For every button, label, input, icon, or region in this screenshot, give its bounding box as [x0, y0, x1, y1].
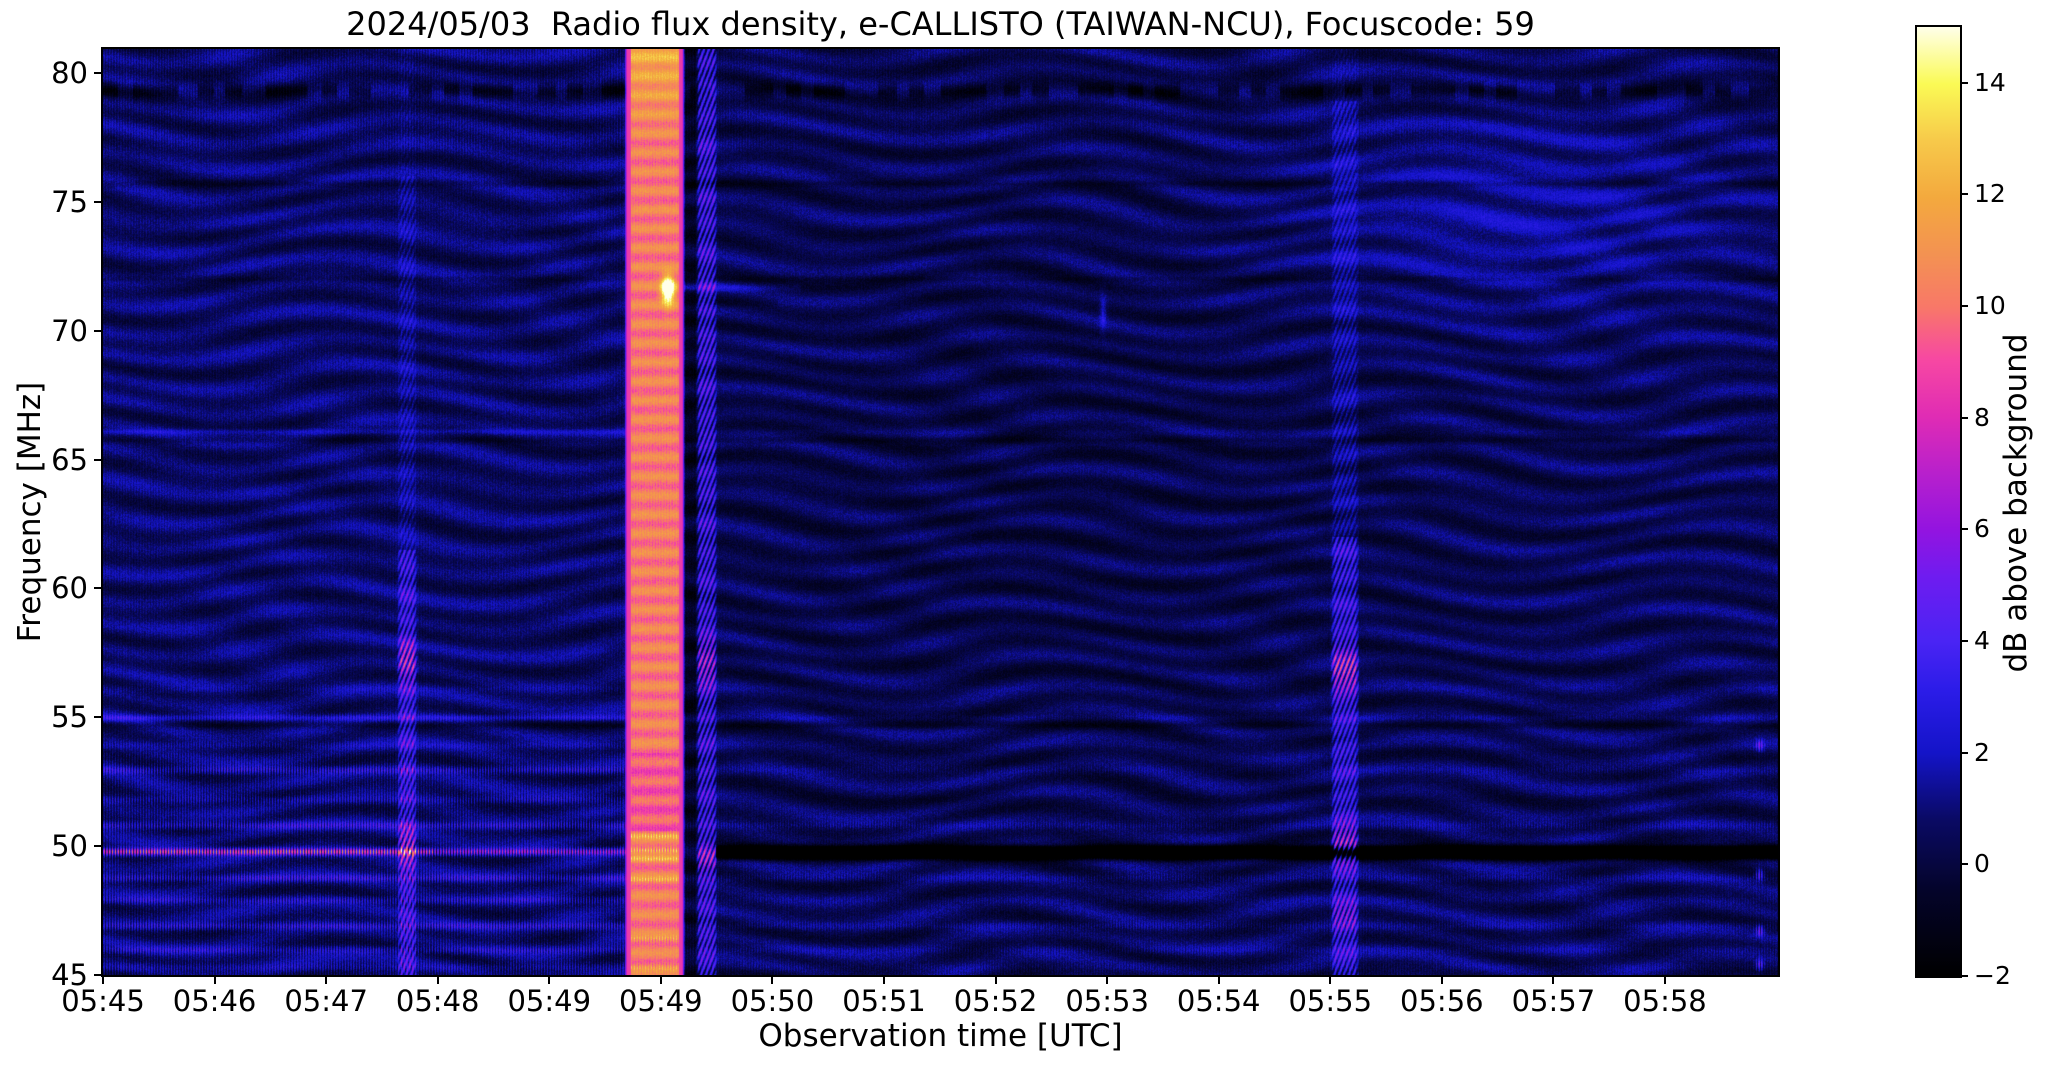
y-tick-label: 55: [51, 700, 88, 735]
y-tick-label: 50: [51, 829, 88, 864]
x-tick-mark: [548, 975, 551, 984]
colorbar-tick-label: 12: [1974, 179, 2006, 209]
colorbar-tick-label: 4: [1974, 626, 1990, 656]
colorbar-tick-mark: [1960, 863, 1968, 866]
x-tick-mark: [1440, 975, 1443, 984]
y-tick-label: 70: [51, 313, 88, 348]
x-tick-label: 05:52: [953, 984, 1038, 1018]
x-tick-mark: [325, 975, 328, 984]
x-tick-label: 05:57: [1511, 984, 1596, 1018]
colorbar-label: dB above background: [1998, 333, 2034, 673]
y-tick-mark: [94, 974, 103, 976]
colorbar-tick-mark: [1960, 640, 1968, 643]
x-tick-mark: [771, 975, 774, 984]
x-tick-label: 05:58: [1623, 984, 1707, 1018]
x-tick-mark: [1217, 975, 1220, 984]
x-tick-label: 05:54: [1176, 984, 1261, 1018]
colorbar-tick-mark: [1960, 416, 1968, 419]
colorbar-tick-mark: [1960, 751, 1968, 754]
colorbar-tick-label: 6: [1974, 514, 1990, 544]
x-tick-mark: [882, 975, 885, 984]
x-tick-label: 05:47: [284, 984, 368, 1018]
x-tick-mark: [1106, 975, 1109, 984]
colorbar-tick-mark: [1960, 528, 1968, 531]
x-axis-label: Observation time [UTC]: [758, 1018, 1123, 1054]
chart-title: 2024/05/03 Radio flux density, e-CALLIST…: [346, 5, 1535, 43]
colorbar-tick-label: 10: [1974, 291, 2006, 321]
plot-border: [101, 47, 1780, 977]
x-tick-label: 05:53: [1065, 984, 1149, 1018]
y-tick-label: 65: [51, 442, 88, 477]
y-tick-label: 60: [51, 571, 88, 606]
colorbar-tick-label: 14: [1974, 67, 2006, 97]
y-tick-mark: [94, 716, 103, 719]
colorbar-tick-label: 2: [1974, 737, 1990, 767]
colorbar-tick-label: 0: [1974, 849, 1990, 879]
x-tick-mark: [994, 975, 997, 984]
colorbar-tick-mark: [1960, 81, 1968, 84]
y-tick-mark: [94, 458, 103, 461]
x-tick-mark: [436, 975, 439, 984]
y-tick-mark: [94, 845, 103, 848]
y-tick-label: 45: [51, 958, 88, 992]
colorbar-tick-mark: [1960, 193, 1968, 196]
x-tick-label: 05:55: [1288, 984, 1373, 1018]
x-tick-label: 05:49: [507, 984, 592, 1018]
colorbar-tick-mark: [1960, 305, 1968, 308]
x-tick-label: 05:45: [61, 984, 145, 1018]
x-tick-mark: [1552, 975, 1555, 984]
colorbar-gradient: [1917, 27, 1960, 976]
y-tick-mark: [94, 72, 103, 74]
y-tick-mark: [94, 200, 103, 203]
x-tick-mark: [102, 975, 104, 984]
x-tick-label: 05:48: [395, 984, 480, 1018]
x-tick-label: 05:49: [619, 984, 703, 1018]
x-tick-label: 05:46: [172, 984, 257, 1018]
x-tick-label: 05:51: [842, 984, 926, 1018]
x-tick-mark: [213, 975, 216, 984]
y-tick-mark: [94, 587, 103, 590]
colorbar-border: [1915, 25, 1962, 978]
x-tick-mark: [659, 975, 662, 984]
x-tick-mark: [1663, 975, 1666, 984]
y-tick-label: 75: [51, 184, 88, 219]
spectrogram-heatmap: [103, 49, 1778, 975]
y-tick-label: 80: [51, 56, 88, 90]
x-tick-label: 05:56: [1400, 984, 1484, 1018]
colorbar-tick-label: 8: [1974, 402, 1990, 432]
x-tick-label: 05:50: [730, 984, 815, 1018]
colorbar-tick-label: −2: [1974, 961, 2011, 990]
y-tick-mark: [94, 329, 103, 332]
x-tick-mark: [1329, 975, 1332, 984]
colorbar-tick-mark: [1960, 975, 1968, 977]
